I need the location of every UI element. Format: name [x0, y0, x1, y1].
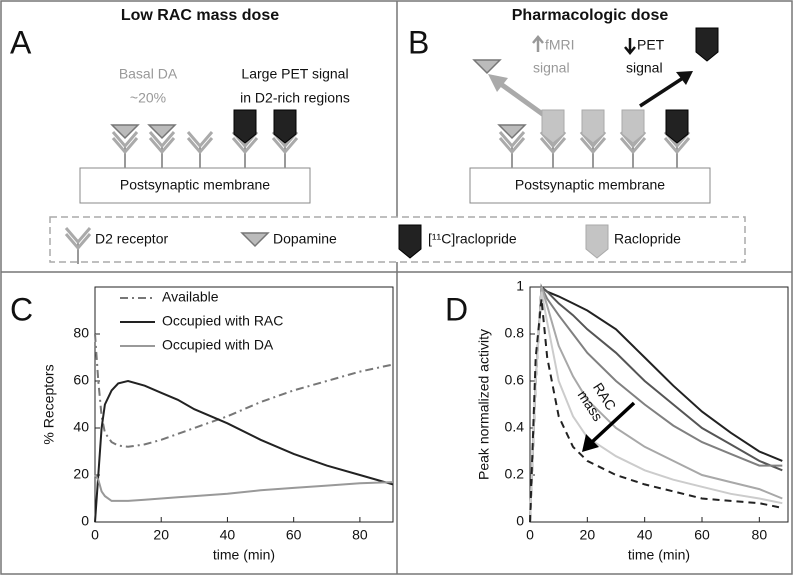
arrow [496, 79, 550, 121]
membrane [79, 167, 311, 204]
panel-label: C [10, 291, 33, 327]
membrane-label: Postsynaptic membrane [515, 177, 665, 193]
y-tick-label: 60 [73, 372, 89, 388]
data-line [94, 379, 394, 523]
x-tick-label: 40 [220, 527, 236, 543]
data-line [529, 298, 783, 523]
y-tick-label: 0.8 [505, 325, 525, 341]
x-tick-label: 0 [526, 527, 534, 543]
data-line [529, 286, 783, 523]
legend-box [49, 216, 746, 263]
note: Large PET signal [241, 66, 348, 82]
x-tick-label: 40 [637, 527, 653, 543]
labeled-raclopride [398, 224, 422, 259]
panel-title: Pharmacologic dose [512, 7, 669, 24]
labeled-raclopride [233, 109, 257, 144]
legend-label: Occupied with RAC [162, 313, 283, 329]
x-tick-label: 0 [91, 527, 99, 543]
dopamine [110, 124, 140, 140]
arrow-head [488, 74, 508, 92]
note: ~20% [130, 90, 166, 106]
receptor-cup [64, 227, 92, 251]
receptor-cup [148, 131, 176, 155]
data-line [94, 333, 394, 448]
y-tick-label: 20 [73, 466, 89, 482]
legend-label: Raclopride [614, 231, 681, 247]
panel-label: B [408, 24, 429, 60]
x-axis-label: time (min) [213, 547, 275, 563]
plot-frame [94, 286, 394, 523]
note: Basal DA [119, 66, 178, 82]
receptor-cup [498, 131, 526, 155]
note: fMRI [545, 37, 575, 53]
y-tick-label: 80 [73, 325, 89, 341]
arrow [639, 76, 684, 108]
y-tick-label: 1 [516, 278, 524, 294]
x-tick-label: 80 [352, 527, 368, 543]
dopamine [147, 124, 177, 140]
receptor-cup [111, 131, 139, 155]
note: signal [533, 60, 570, 76]
data-line [94, 474, 394, 502]
plot-frame [529, 286, 789, 523]
y-tick-label: 0 [516, 513, 524, 529]
x-tick-label: 20 [153, 527, 169, 543]
labeled-raclopride [695, 27, 719, 62]
x-tick-label: 80 [752, 527, 768, 543]
panel-label: A [10, 24, 32, 60]
x-tick-label: 20 [580, 527, 596, 543]
y-axis-label: Peak normalized activity [476, 329, 492, 480]
y-tick-label: 0.6 [505, 372, 525, 388]
y-tick-label: 0 [81, 513, 89, 529]
legend-label: D2 receptor [95, 231, 168, 247]
labeled-raclopride [665, 109, 689, 144]
receptor-cup [186, 131, 214, 155]
note: signal [626, 60, 663, 76]
data-line [529, 291, 783, 523]
y-tick-label: 40 [73, 419, 89, 435]
note: PET [637, 37, 665, 53]
legend-label: Occupied with DA [162, 337, 274, 353]
dopamine [472, 59, 502, 75]
x-axis-label: time (min) [628, 547, 690, 563]
raclopride [585, 224, 609, 259]
legend-label: [¹¹C]raclopride [428, 231, 517, 247]
annotation-arrow [590, 401, 636, 444]
panel-title: Low RAC mass dose [121, 7, 279, 24]
y-axis-label: % Receptors [41, 364, 57, 444]
raclopride [541, 109, 565, 144]
x-tick-label: 60 [286, 527, 302, 543]
panel-label: D [445, 291, 468, 327]
raclopride [581, 109, 605, 144]
membrane-label: Postsynaptic membrane [120, 177, 270, 193]
dopamine [497, 124, 527, 140]
y-tick-label: 0.2 [505, 466, 525, 482]
dopamine [240, 232, 270, 248]
legend-label: Available [162, 289, 219, 305]
up-arrow [532, 35, 544, 52]
legend-label: Dopamine [273, 231, 337, 247]
y-tick-label: 0.4 [505, 419, 525, 435]
labeled-raclopride [273, 109, 297, 144]
down-arrow [624, 38, 636, 55]
membrane [469, 167, 711, 204]
arrow-head [676, 71, 693, 85]
raclopride [621, 109, 645, 144]
annotation-arrow-head [582, 434, 599, 452]
note: in D2-rich regions [240, 90, 350, 106]
x-tick-label: 60 [694, 527, 710, 543]
